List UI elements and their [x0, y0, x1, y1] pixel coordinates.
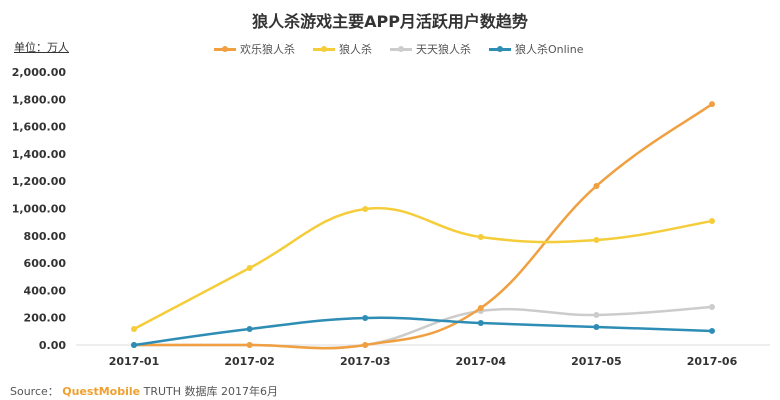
data-point — [362, 342, 369, 348]
legend-swatch — [489, 45, 511, 52]
legend-item: 狼人杀Online — [489, 41, 583, 57]
data-point — [362, 206, 369, 213]
source-prefix: Source： — [10, 385, 59, 398]
y-tick-label: 0.00 — [39, 339, 66, 352]
data-point — [131, 342, 137, 348]
data-point — [593, 237, 600, 244]
legend-swatch — [214, 45, 236, 52]
y-tick-label: 600.00 — [24, 257, 67, 270]
data-point — [709, 327, 715, 334]
series-line-3 — [133, 316, 713, 347]
y-tick-label: 1,400.00 — [12, 148, 67, 161]
x-tick-label: 2017-02 — [224, 355, 275, 368]
legend-item: 狼人杀 — [313, 41, 372, 57]
source-suffix: TRUTH 数据库 2017年6月 — [143, 385, 278, 398]
data-point — [477, 234, 484, 241]
legend-item: 天天狼人杀 — [390, 41, 471, 57]
chart-title: 狼人杀游戏主要APP月活跃用户数趋势 — [252, 12, 528, 31]
y-tick-label: 2,000.00 — [12, 66, 67, 79]
legend-label: 狼人杀Online — [515, 43, 584, 56]
legend-label: 欢乐狼人杀 — [240, 43, 295, 56]
data-point — [131, 326, 137, 333]
y-tick-label: 200.00 — [24, 312, 67, 325]
data-point — [709, 304, 715, 311]
y-tick-label: 800.00 — [24, 230, 67, 243]
x-tick-label: 2017-03 — [340, 355, 391, 368]
unit-label: 单位：万人 — [14, 41, 69, 54]
series-line-0 — [133, 103, 713, 350]
data-point — [709, 101, 715, 108]
legend: 欢乐狼人杀 狼人杀 天天狼人杀 狼人杀Online — [214, 41, 583, 57]
y-tick-label: 1,200.00 — [12, 175, 67, 188]
y-tick-label: 1,000.00 — [12, 203, 67, 216]
series-line-1 — [133, 206, 713, 331]
data-point — [593, 311, 600, 318]
legend-label: 天天狼人杀 — [416, 43, 471, 56]
x-tick-label: 2017-06 — [687, 355, 738, 368]
source-brand: QuestMobile — [62, 385, 141, 398]
x-tick-label: 2017-01 — [109, 355, 160, 368]
data-point — [593, 323, 600, 330]
legend-item: 欢乐狼人杀 — [214, 41, 295, 57]
legend-swatch — [313, 45, 335, 52]
legend-label: 狼人杀 — [339, 43, 372, 56]
x-tick-label: 2017-04 — [456, 355, 507, 368]
legend-swatch — [390, 45, 412, 52]
source-note: Source： QuestMobile TRUTH 数据库 2017年6月 — [10, 383, 278, 399]
data-point — [477, 320, 484, 327]
data-point — [477, 305, 484, 312]
data-point — [246, 326, 253, 333]
data-point — [593, 182, 600, 189]
data-point — [362, 314, 369, 321]
y-tick-label: 400.00 — [24, 284, 67, 297]
x-tick-label: 2017-05 — [571, 355, 622, 368]
data-point — [246, 342, 253, 348]
data-point — [709, 218, 715, 225]
data-point — [246, 265, 253, 272]
y-tick-label: 1,600.00 — [12, 121, 67, 134]
y-tick-label: 1,800.00 — [12, 93, 67, 106]
